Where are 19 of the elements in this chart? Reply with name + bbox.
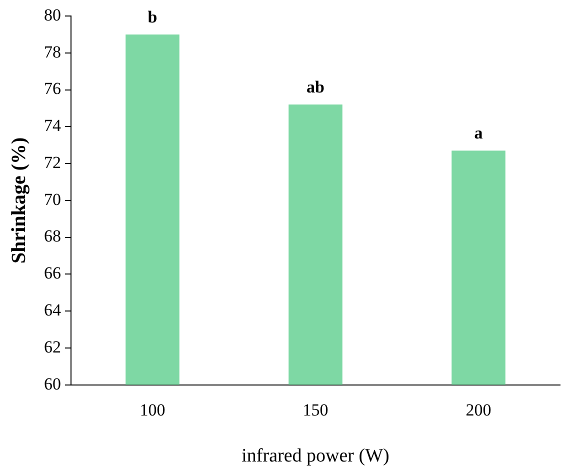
annotation: a	[474, 124, 484, 143]
annotation: b	[148, 7, 158, 26]
y-tick-label: 62	[44, 337, 61, 356]
y-axis-title: Shrinkage (%)	[8, 137, 30, 264]
y-tick-label: 64	[44, 300, 62, 320]
y-tick-label: 68	[44, 226, 61, 246]
y-tick-label: 70	[44, 190, 61, 209]
y-tick-label: 60	[44, 374, 61, 394]
y-tick-label: 80	[44, 5, 61, 24]
x-tick-label: 100	[140, 400, 166, 420]
y-tick-label: 74	[44, 116, 62, 136]
y-tick-label: 76	[44, 79, 61, 98]
y-tick-label: 72	[44, 152, 61, 172]
y-tick-label: 78	[44, 42, 61, 62]
x-tick-label: 200	[466, 400, 492, 420]
x-axis-title: infrared power (W)	[242, 446, 390, 467]
x-tick-label: 150	[302, 400, 328, 420]
y-tick-label: 66	[44, 264, 61, 283]
annotation: ab	[306, 77, 324, 96]
